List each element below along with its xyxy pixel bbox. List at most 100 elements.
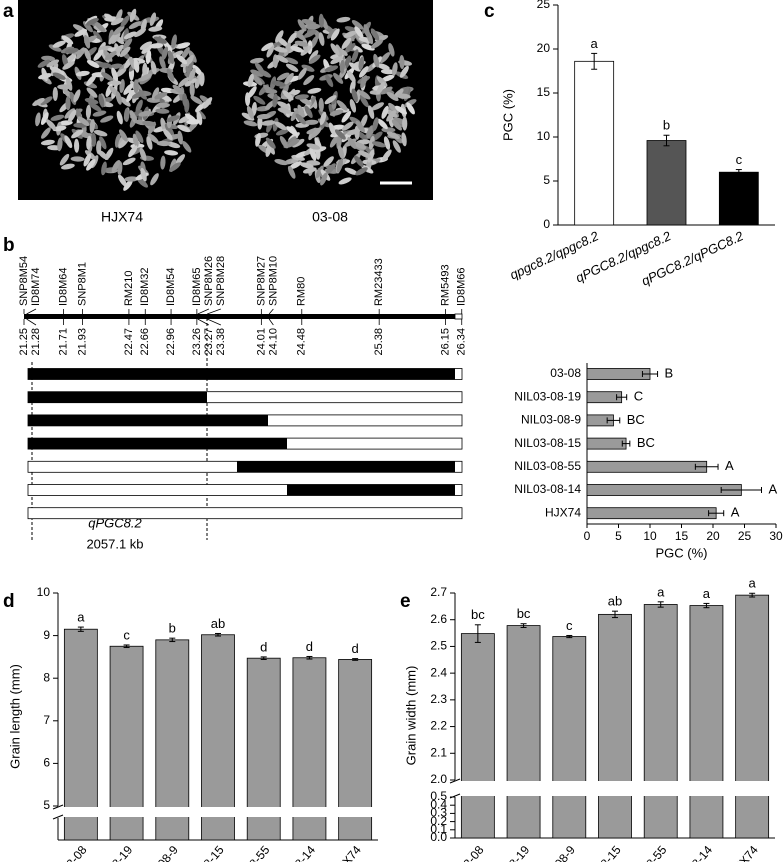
grain	[171, 34, 177, 49]
bar	[586, 368, 651, 380]
grain	[273, 46, 288, 53]
panel-label: e	[400, 591, 411, 612]
marker-position: 26.15	[439, 328, 451, 356]
grain	[367, 149, 375, 163]
grain	[52, 72, 66, 80]
grain	[294, 40, 309, 47]
significance-label: c	[123, 627, 130, 642]
grain	[182, 93, 188, 107]
panel-label: c	[484, 1, 495, 22]
y-tick-label: NIL03-08-14	[514, 482, 581, 496]
grain	[358, 90, 371, 100]
grain	[297, 104, 305, 118]
grain	[396, 93, 411, 99]
marker-position: 21.93	[76, 328, 88, 356]
grain	[73, 138, 80, 153]
y-tick-label: 2.7	[430, 585, 447, 599]
grain	[142, 120, 157, 127]
grain	[175, 154, 186, 166]
y-tick-label: 0.5	[430, 789, 447, 803]
grain	[256, 113, 271, 120]
grain	[318, 13, 325, 28]
bar	[155, 639, 190, 841]
significance-label: a	[657, 584, 665, 599]
grain	[275, 128, 290, 136]
grain	[355, 120, 365, 133]
marker-connector	[207, 308, 221, 315]
significance-label: c	[736, 152, 743, 167]
grain	[177, 124, 191, 133]
bar	[63, 628, 98, 841]
grain	[274, 121, 287, 131]
grain	[155, 108, 170, 114]
grain	[184, 78, 197, 87]
grain	[75, 70, 90, 77]
significance-label: A	[725, 458, 734, 473]
grain	[306, 23, 321, 30]
grain	[154, 92, 168, 100]
grain	[379, 52, 391, 64]
grain	[149, 12, 157, 26]
grain	[303, 29, 317, 38]
grain	[315, 165, 324, 179]
grain	[372, 141, 386, 148]
grain	[376, 63, 390, 70]
marker-name: RM210	[123, 271, 135, 306]
grain	[265, 137, 276, 149]
grain	[77, 116, 90, 126]
genotype-segment	[28, 438, 287, 450]
grain	[83, 153, 92, 167]
grain	[46, 59, 60, 68]
grain	[68, 109, 77, 123]
grain	[175, 54, 188, 65]
grain	[266, 44, 275, 58]
grain	[86, 74, 97, 86]
marker-position: 22.96	[165, 328, 177, 356]
grain	[399, 55, 405, 69]
grain	[379, 86, 393, 95]
grain	[64, 108, 75, 119]
grain	[181, 47, 190, 60]
grain	[279, 135, 289, 149]
grain	[367, 105, 375, 119]
grain	[115, 91, 122, 105]
significance-label: a	[749, 576, 757, 591]
grain	[104, 51, 117, 61]
marker-name: RM80	[296, 277, 308, 306]
grain	[358, 150, 371, 158]
significance-label: A	[731, 505, 740, 520]
grain	[50, 114, 65, 121]
marker-connector	[207, 318, 222, 326]
grain	[40, 139, 55, 146]
marker-position: 24.01	[255, 328, 267, 356]
grain	[344, 55, 352, 69]
grain	[178, 77, 190, 88]
grain	[122, 38, 133, 50]
grain	[62, 61, 75, 70]
grain	[301, 19, 316, 26]
x-tick-label: 30	[769, 529, 783, 543]
grain	[339, 59, 346, 74]
genotype-segment	[28, 368, 455, 380]
genotype-bar	[27, 507, 463, 520]
significance-label: a	[703, 586, 711, 601]
grain	[344, 167, 358, 175]
x-tick-label: NIL03-08-9	[529, 843, 579, 862]
grain	[139, 73, 152, 82]
grain	[381, 105, 389, 119]
marker-name: SNP8M26	[203, 256, 215, 306]
y-tick-label: NIL03-08-9	[521, 413, 581, 427]
grain	[38, 73, 52, 80]
grain	[349, 99, 357, 113]
significance-label: ab	[608, 594, 622, 609]
grain	[359, 66, 369, 78]
y-tick-label: NIL03-08-15	[514, 436, 581, 450]
grain	[150, 173, 159, 186]
significance-label: d	[352, 641, 359, 656]
bar	[689, 605, 724, 839]
grain	[45, 119, 57, 131]
grain	[52, 87, 58, 101]
grain	[246, 105, 254, 120]
grain	[59, 153, 70, 166]
